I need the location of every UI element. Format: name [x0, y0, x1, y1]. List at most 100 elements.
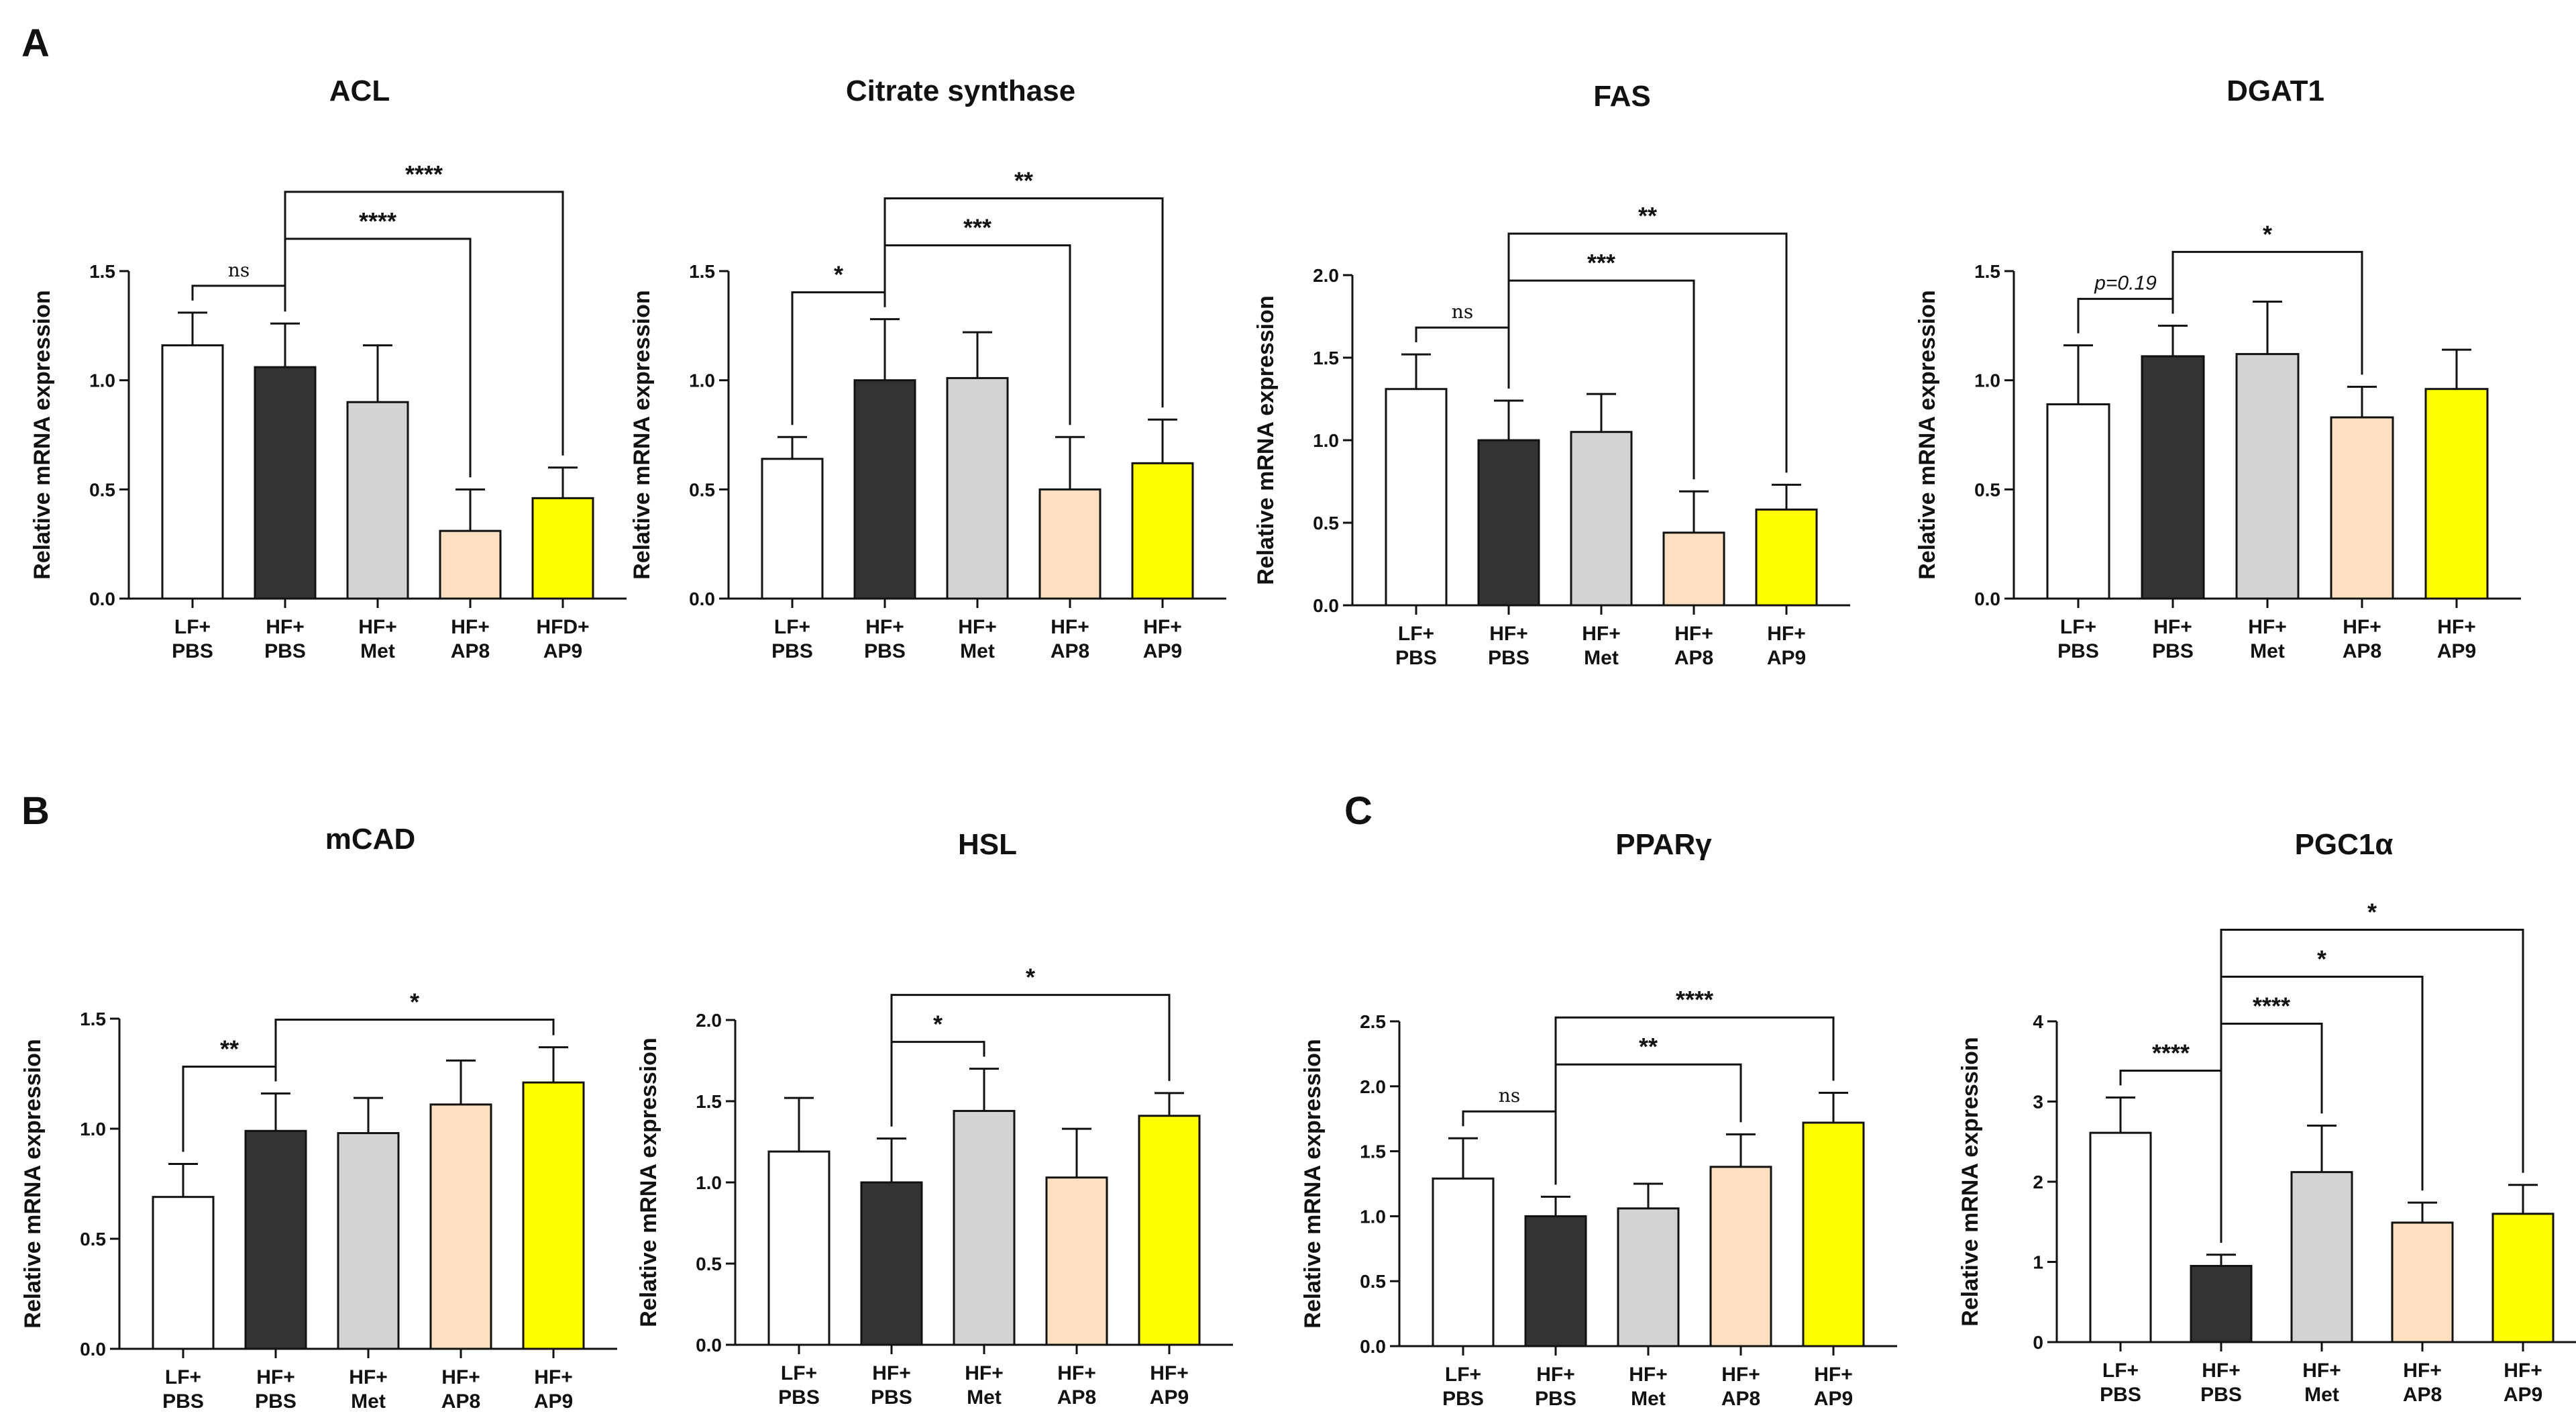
y-tick-label: 1.5 — [689, 261, 715, 282]
bar-lf-pbs — [1385, 388, 1448, 607]
bar-hf-met — [946, 376, 1009, 600]
bar-lf-pbs — [161, 344, 224, 600]
y-axis-label: Relative mRNA expression — [629, 290, 655, 579]
x-tick-label: HF+ — [451, 616, 490, 638]
y-tick-label: 1.5 — [1974, 261, 2000, 282]
x-tick-label: HF+ — [441, 1366, 480, 1388]
significance-label: **** — [2152, 1039, 2190, 1067]
x-tick-label: AP9 — [1143, 640, 1182, 662]
y-axis-label: Relative mRNA expression — [1915, 290, 1940, 579]
y-tick-label: 1.5 — [696, 1091, 722, 1112]
bar-hf-met — [953, 1110, 1016, 1346]
significance-bracket — [1415, 326, 1510, 389]
significance-label: * — [1026, 964, 1035, 991]
bar-hf-ap9 — [1131, 462, 1194, 600]
significance-label: * — [2317, 946, 2326, 973]
charts-container: ACL Relative mRNA expression 0.0 0.5 1.0 1.5 L… — [20, 74, 2576, 1413]
x-tick-label: LF+ — [1398, 623, 1434, 645]
x-tick-label: PBS — [162, 1390, 204, 1413]
x-tick-label: AP9 — [1150, 1386, 1189, 1409]
x-tick-label: AP9 — [1767, 647, 1806, 669]
x-tick-label: HF+ — [2302, 1360, 2341, 1382]
x-tick-label: AP8 — [2403, 1384, 2442, 1406]
x-tick-label: HF+ — [2248, 616, 2287, 638]
bar-hf-ap8 — [2330, 416, 2394, 600]
significance-label: ** — [220, 1035, 239, 1063]
y-tick-label: 1.5 — [1360, 1141, 1386, 1162]
bar-hf-met — [337, 1132, 400, 1350]
y-tick-label: 0.5 — [696, 1254, 722, 1274]
x-tick-label: PBS — [778, 1386, 820, 1409]
significance-label: *** — [963, 214, 991, 242]
x-tick-label: AP8 — [1674, 647, 1713, 669]
x-tick-label: PBS — [2100, 1384, 2141, 1406]
bar-hf-met — [1570, 431, 1633, 607]
significance-bracket — [274, 1019, 555, 1082]
y-axis-label: Relative mRNA expression — [636, 1037, 661, 1327]
y-tick-label: 4 — [2033, 1011, 2043, 1032]
y-tick-label: 2 — [2033, 1172, 2043, 1192]
y-tick-label: 1.0 — [1313, 430, 1339, 451]
bar-hf-met — [2290, 1171, 2353, 1343]
significance-label: *** — [1587, 249, 1615, 276]
bar-hf-pbs — [244, 1129, 307, 1350]
x-tick-label: HF+ — [958, 616, 997, 638]
bar-hf-ap9 — [1138, 1115, 1201, 1346]
x-tick-label: HF+ — [534, 1366, 573, 1388]
y-tick-label: 0.5 — [89, 479, 115, 500]
x-tick-label: HF+ — [1143, 616, 1182, 638]
y-tick-label: 1.0 — [1974, 370, 2000, 391]
x-tick-label: HF+ — [358, 616, 397, 638]
y-tick-label: 0.0 — [1313, 595, 1339, 616]
x-tick-label: PBS — [1488, 647, 1529, 669]
chart-title: DGAT1 — [2226, 74, 2324, 107]
y-tick-label: 0.5 — [1974, 479, 2000, 500]
significance-bracket — [2077, 297, 2174, 334]
x-tick-label: Met — [2250, 640, 2285, 662]
x-tick-label: HF+ — [865, 616, 904, 638]
y-tick-label: 1.0 — [89, 370, 115, 391]
x-tick-label: HF+ — [2202, 1360, 2241, 1382]
x-tick-label: HF+ — [256, 1366, 295, 1388]
chart-citrate-synthase: Citrate synthase Relative mRNA expression… — [629, 74, 1226, 662]
chart-title: HSL — [958, 828, 1017, 861]
chart-hsl: HSL Relative mRNA expression 0.0 0.5 1.0 1.5 2… — [636, 828, 1233, 1409]
significance-label: ** — [1639, 1033, 1658, 1060]
x-tick-label: HF+ — [1051, 616, 1089, 638]
chart-title: PGC1α — [2295, 828, 2394, 861]
significance-label: **** — [2253, 992, 2290, 1020]
y-tick-label: 2.0 — [1360, 1076, 1386, 1097]
x-tick-label: PBS — [771, 640, 813, 662]
significance-label: **** — [405, 160, 443, 188]
bar-hf-pbs — [2190, 1264, 2253, 1343]
bar-hf-ap8 — [439, 529, 502, 600]
x-tick-label: AP8 — [2343, 640, 2381, 662]
x-tick-label: PBS — [2200, 1384, 2242, 1406]
y-axis-label: Relative mRNA expression — [1300, 1039, 1326, 1328]
bar-lf-pbs — [2089, 1131, 2152, 1343]
significance-label: p=0.19 — [2094, 272, 2157, 294]
significance-label: **** — [359, 207, 396, 235]
x-tick-label: HF+ — [2504, 1360, 2542, 1382]
x-tick-label: AP8 — [1721, 1388, 1760, 1410]
x-tick-label: HF+ — [1721, 1364, 1760, 1386]
x-tick-label: PBS — [864, 640, 906, 662]
x-tick-label: Met — [1631, 1388, 1666, 1410]
significance-bracket — [1507, 232, 1788, 473]
y-tick-label: 1.0 — [696, 1172, 722, 1193]
bar-lf-pbs — [152, 1196, 215, 1350]
x-tick-label: LF+ — [781, 1362, 817, 1384]
x-tick-label: HF+ — [1582, 623, 1621, 645]
x-tick-label: HF+ — [1767, 623, 1806, 645]
bar-hf-pbs — [2141, 355, 2205, 600]
x-tick-label: Met — [351, 1390, 386, 1413]
significance-bracket — [890, 994, 1171, 1127]
x-tick-label: AP9 — [543, 640, 582, 662]
y-tick-label: 1.0 — [1360, 1206, 1386, 1227]
chart-acl: ACL Relative mRNA expression 0.0 0.5 1.0 1.5 L… — [30, 74, 627, 662]
chart-title: FAS — [1593, 80, 1651, 113]
y-tick-label: 0 — [2033, 1332, 2043, 1353]
y-tick-label: 3 — [2033, 1092, 2043, 1113]
significance-bracket — [1554, 1016, 1835, 1185]
